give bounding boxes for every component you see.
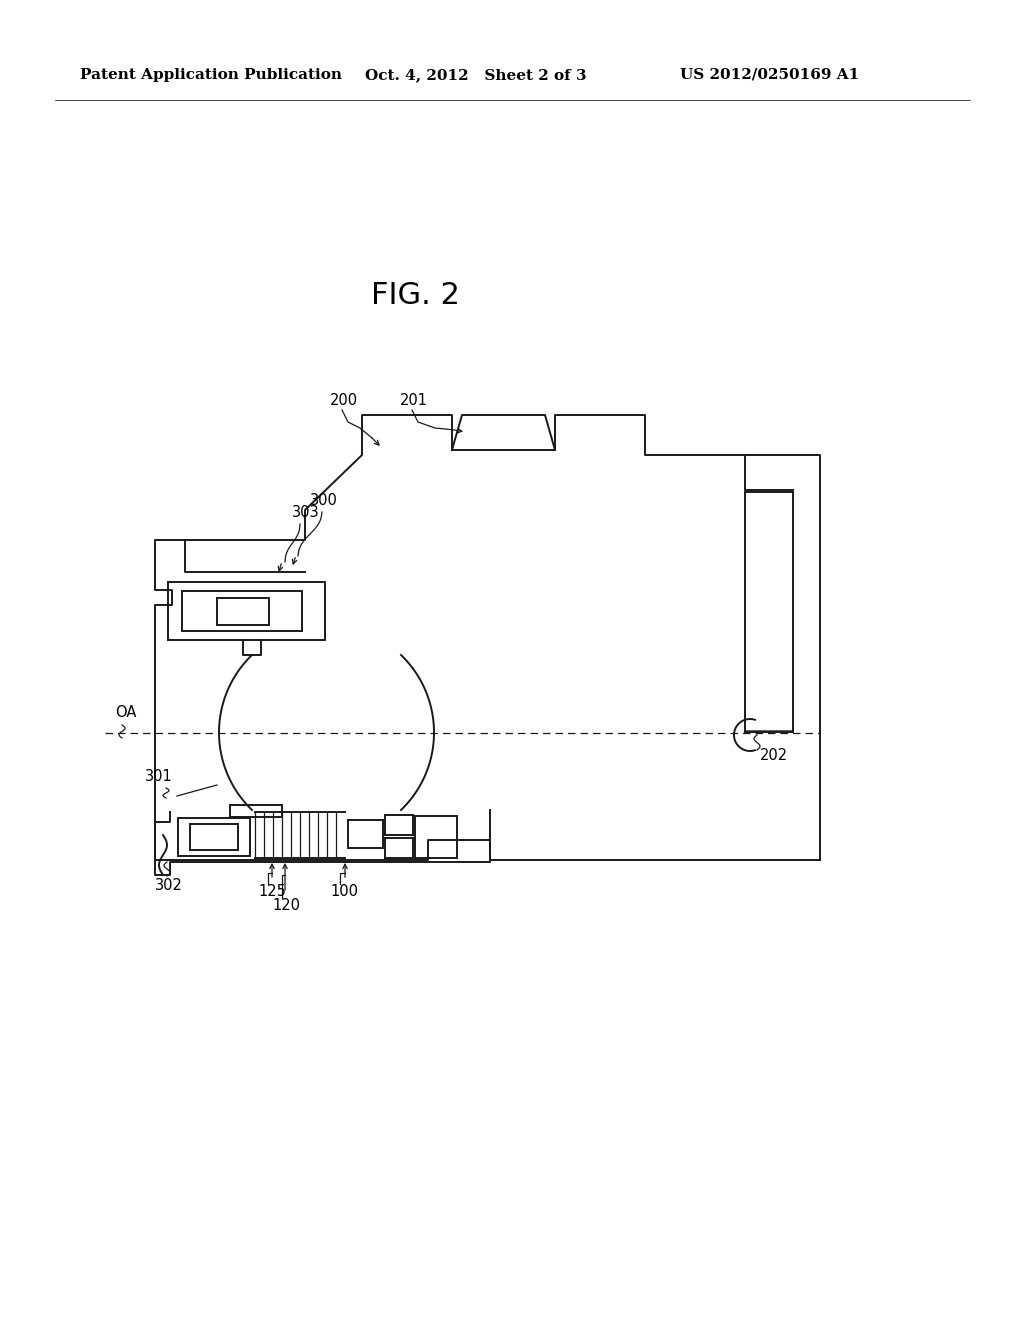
Text: OA: OA <box>115 705 136 719</box>
Text: 303: 303 <box>292 506 319 520</box>
Bar <box>348 820 383 847</box>
Bar <box>385 838 413 858</box>
Text: 301: 301 <box>145 770 173 784</box>
Text: 200: 200 <box>330 393 358 408</box>
Text: 302: 302 <box>155 878 183 894</box>
Text: Patent Application Publication: Patent Application Publication <box>80 69 342 82</box>
Bar <box>230 805 282 817</box>
Bar <box>168 582 325 640</box>
Text: US 2012/0250169 A1: US 2012/0250169 A1 <box>680 69 859 82</box>
Text: 100: 100 <box>330 884 358 899</box>
Text: FIG. 2: FIG. 2 <box>371 281 460 309</box>
Text: Oct. 4, 2012   Sheet 2 of 3: Oct. 4, 2012 Sheet 2 of 3 <box>365 69 587 82</box>
Text: 201: 201 <box>400 393 428 408</box>
Bar <box>415 816 457 858</box>
Bar <box>217 598 269 624</box>
Bar <box>178 818 250 855</box>
Text: 125: 125 <box>258 884 286 899</box>
Text: 300: 300 <box>310 492 338 508</box>
Bar <box>182 591 302 631</box>
Bar <box>385 814 413 836</box>
Bar <box>745 492 793 733</box>
Text: 202: 202 <box>760 748 788 763</box>
Text: 120: 120 <box>272 898 300 913</box>
Bar <box>190 824 238 850</box>
